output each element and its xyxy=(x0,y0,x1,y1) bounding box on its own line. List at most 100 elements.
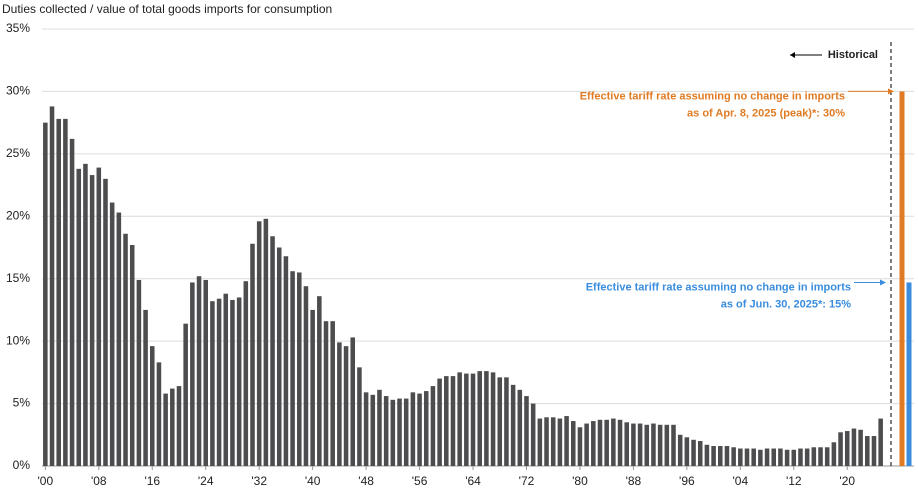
bar xyxy=(317,296,322,466)
bar xyxy=(597,419,603,466)
arrow-head xyxy=(790,52,795,58)
bar xyxy=(216,298,222,466)
bar xyxy=(906,282,912,466)
bar xyxy=(798,448,803,466)
bar xyxy=(604,419,609,466)
bar xyxy=(76,168,82,466)
bar xyxy=(751,448,756,466)
bar xyxy=(490,372,496,466)
bar xyxy=(624,422,629,466)
bar xyxy=(550,417,556,466)
bar xyxy=(250,243,255,466)
bar xyxy=(136,279,142,466)
bar xyxy=(851,428,857,466)
bar xyxy=(417,393,422,466)
bar xyxy=(96,167,102,466)
bar xyxy=(477,371,482,466)
x-tick-label: '80 xyxy=(572,474,588,488)
bar xyxy=(450,376,456,466)
annotation-arrow-head xyxy=(888,88,894,95)
bar xyxy=(310,309,315,466)
bar xyxy=(611,418,616,466)
bar xyxy=(403,398,409,466)
bar xyxy=(276,247,282,466)
x-tick-label: '40 xyxy=(305,474,321,488)
y-tick-label: 25% xyxy=(6,146,30,160)
bar xyxy=(410,392,416,466)
bar xyxy=(504,377,509,466)
bar xyxy=(263,218,269,466)
bar xyxy=(704,444,710,466)
bar xyxy=(377,389,382,466)
bar xyxy=(143,309,148,466)
bar xyxy=(236,297,242,466)
y-tick-label: 35% xyxy=(6,21,30,35)
bar xyxy=(149,346,155,466)
bar xyxy=(437,378,442,466)
bar xyxy=(283,256,289,466)
y-tick-label: 0% xyxy=(13,458,31,472)
bar xyxy=(530,403,536,466)
y-axis-title: Duties collected / value of total goods … xyxy=(2,2,332,16)
bar xyxy=(430,386,436,466)
x-tick-label: '96 xyxy=(679,474,695,488)
bar xyxy=(591,421,596,466)
y-tick-label: 10% xyxy=(6,333,30,347)
bar xyxy=(791,449,797,466)
bar xyxy=(557,418,563,466)
bar xyxy=(865,436,870,466)
bar xyxy=(444,376,449,466)
bar xyxy=(818,447,823,466)
bar xyxy=(570,421,576,466)
bar xyxy=(684,437,690,466)
bar xyxy=(457,372,462,466)
bar xyxy=(804,448,810,466)
bar xyxy=(270,236,275,466)
bar xyxy=(290,271,295,466)
bar xyxy=(210,301,215,466)
bar xyxy=(63,118,68,466)
bar xyxy=(537,418,543,466)
bar xyxy=(671,424,676,466)
bar xyxy=(363,392,369,466)
bar xyxy=(764,448,770,466)
bar xyxy=(544,417,549,466)
bar xyxy=(123,233,128,466)
bar xyxy=(584,423,589,466)
bar xyxy=(370,394,376,466)
bar xyxy=(83,163,88,467)
bar xyxy=(871,436,877,466)
bar xyxy=(109,202,115,466)
bar xyxy=(190,282,195,466)
bar xyxy=(343,346,349,466)
x-tick-label: '12 xyxy=(786,474,802,488)
bar xyxy=(129,245,135,466)
bar xyxy=(899,91,905,466)
bar xyxy=(651,423,656,466)
bar xyxy=(297,272,302,466)
x-tick-label: '16 xyxy=(144,474,160,488)
x-tick-label: '20 xyxy=(839,474,855,488)
bar xyxy=(176,386,182,466)
bar xyxy=(303,286,309,466)
bar xyxy=(357,367,362,466)
bar xyxy=(69,138,75,467)
bar xyxy=(637,423,643,466)
x-tick-label: '24 xyxy=(198,474,214,488)
bar xyxy=(844,431,850,466)
bar xyxy=(323,321,329,466)
bar xyxy=(811,447,817,466)
x-tick-label: '64 xyxy=(465,474,481,488)
bar xyxy=(577,427,583,466)
bar xyxy=(711,446,716,466)
bar xyxy=(256,221,262,466)
bar xyxy=(383,396,389,466)
bar xyxy=(183,323,188,466)
bar xyxy=(644,424,650,466)
y-tick-label: 5% xyxy=(13,396,31,410)
bar xyxy=(697,441,703,466)
divider-label: Historical xyxy=(828,49,878,61)
bar xyxy=(758,449,763,466)
bar xyxy=(350,337,356,466)
